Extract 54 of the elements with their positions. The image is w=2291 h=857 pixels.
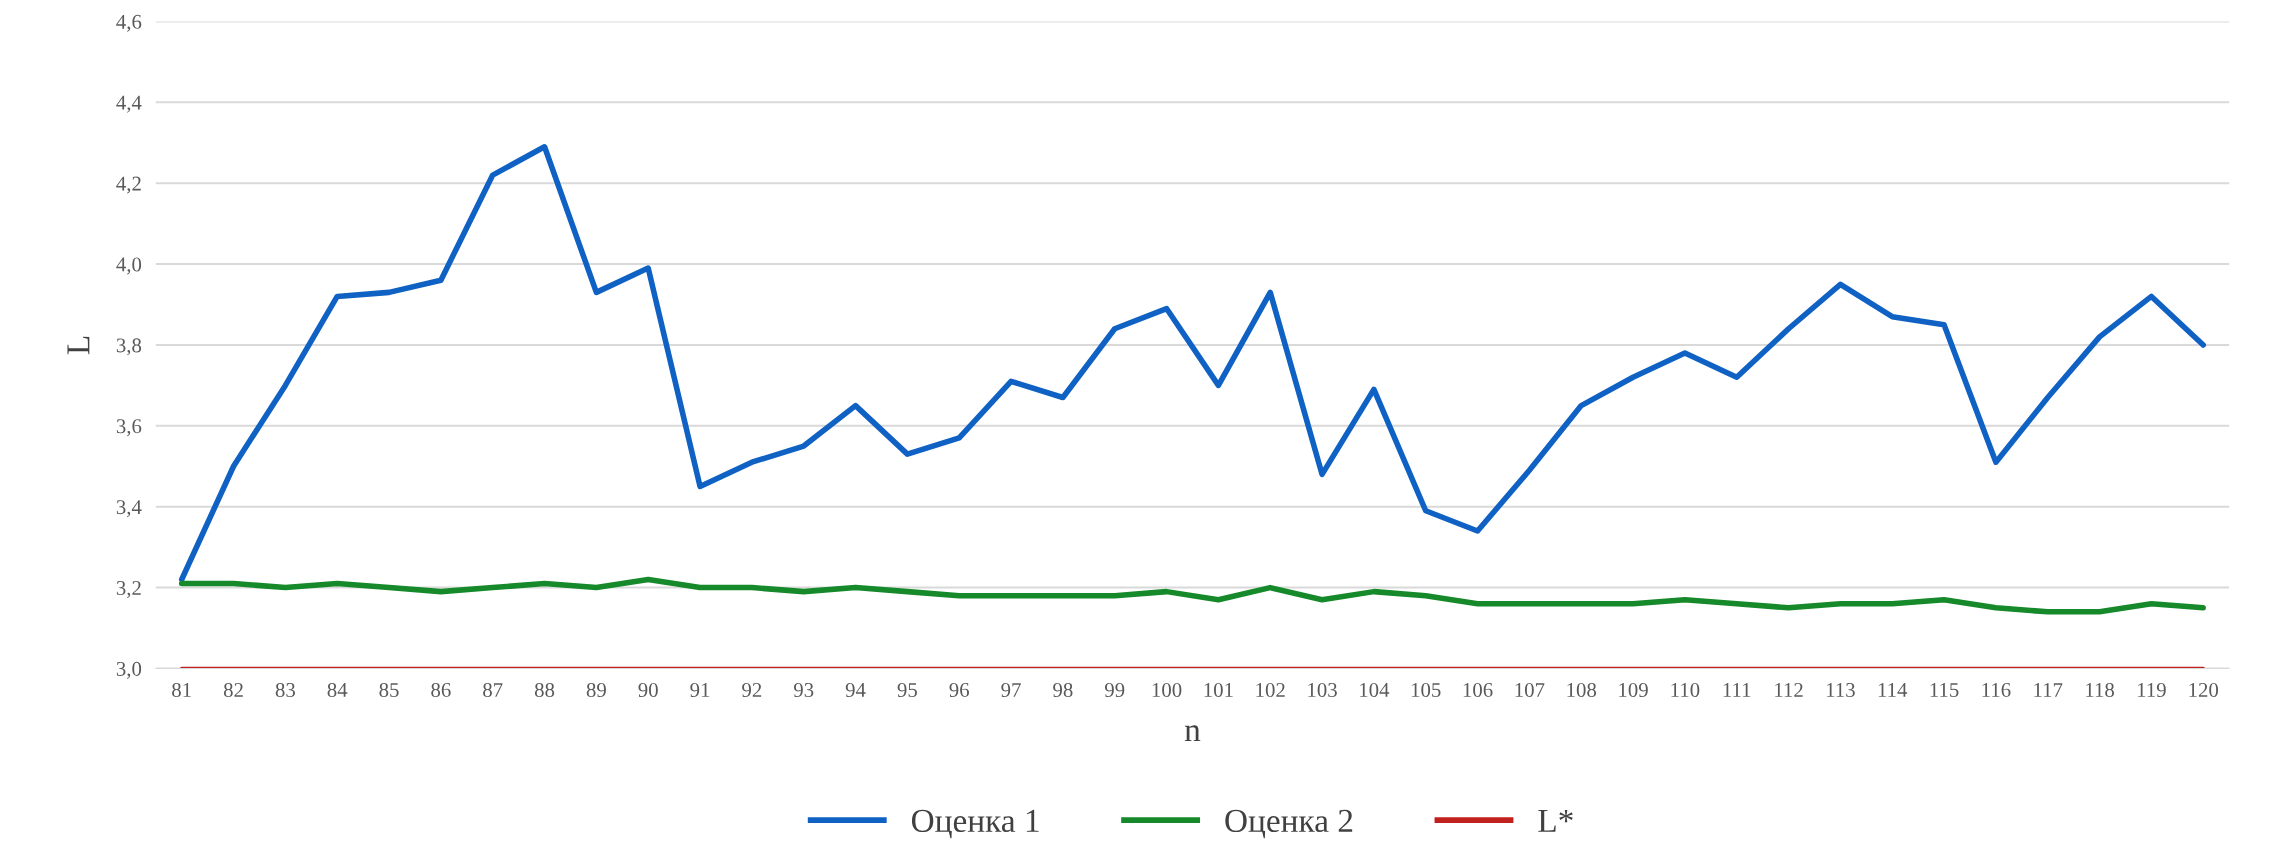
- y-tick-label: 3,6: [116, 419, 142, 437]
- x-tick-label: 96: [949, 683, 970, 698]
- y-tick-label: 3,0: [116, 661, 142, 679]
- y-tick-label: 4,6: [116, 14, 142, 32]
- x-tick-label: 89: [586, 682, 606, 698]
- x-tick-label: 91: [690, 683, 710, 698]
- x-tick-label: 118: [2086, 682, 2114, 698]
- y-tick-label: 4,0: [116, 257, 142, 275]
- x-tick-label: 115: [1930, 683, 1959, 698]
- x-tick-label: 108: [1567, 682, 1597, 698]
- x-tick-label: 103: [1308, 682, 1337, 698]
- x-tick-label: 88: [534, 682, 555, 698]
- x-tick-label: 104: [1360, 682, 1390, 698]
- x-tick-label: 112: [1775, 683, 1803, 697]
- x-axis-title: n: [1184, 725, 1201, 742]
- x-tick-label: 92: [742, 683, 762, 698]
- x-tick-label: 110: [1671, 682, 1700, 698]
- x-tick-label: 109: [1619, 682, 1648, 698]
- x-tick-label: 86: [431, 682, 451, 698]
- x-tick-label: 94: [845, 683, 866, 698]
- x-tick-label: 87: [483, 682, 503, 698]
- legend-label: Оценка 1: [911, 809, 1039, 839]
- x-tick-label: 119: [2137, 683, 2166, 698]
- x-tick-label: 81: [172, 682, 191, 698]
- y-tick-label: 3,2: [116, 581, 141, 599]
- y-tick-label: 3,4: [116, 500, 142, 518]
- x-tick-label: 85: [379, 682, 399, 698]
- y-tick-label: 3,8: [116, 338, 142, 356]
- legend-label: Оценка 2: [1225, 809, 1353, 839]
- x-tick-label: 100: [1152, 682, 1182, 698]
- x-tick-label: 97: [1001, 683, 1021, 698]
- x-tick-label: 84: [327, 682, 348, 698]
- x-tick-label: 107: [1515, 682, 1545, 698]
- x-tick-label: 102: [1256, 682, 1285, 698]
- x-tick-label: 114: [1878, 683, 1908, 697]
- x-tick-label: 93: [793, 683, 814, 698]
- legend-label: L*: [1538, 809, 1573, 832]
- x-tick-label: 101: [1204, 682, 1233, 698]
- x-tick-label: 111: [1723, 683, 1751, 697]
- x-tick-label: 82: [223, 682, 243, 698]
- x-tick-label: 116: [1982, 683, 2011, 698]
- x-tick-label: 95: [897, 683, 917, 698]
- x-tick-label: 120: [2189, 682, 2219, 698]
- x-tick-label: 105: [1411, 682, 1441, 698]
- x-tick-label: 99: [1104, 683, 1125, 698]
- x-tick-label: 98: [1053, 682, 1073, 698]
- x-tick-label: 90: [638, 682, 658, 698]
- y-tick-label: 4,2: [116, 176, 141, 194]
- y-axis-title: L: [67, 336, 90, 355]
- x-tick-label: 106: [1463, 682, 1493, 698]
- x-tick-label: 113: [1826, 683, 1855, 698]
- y-tick-label: 4,4: [116, 95, 142, 113]
- x-tick-label: 117: [2034, 683, 2063, 697]
- x-tick-label: 83: [275, 682, 295, 698]
